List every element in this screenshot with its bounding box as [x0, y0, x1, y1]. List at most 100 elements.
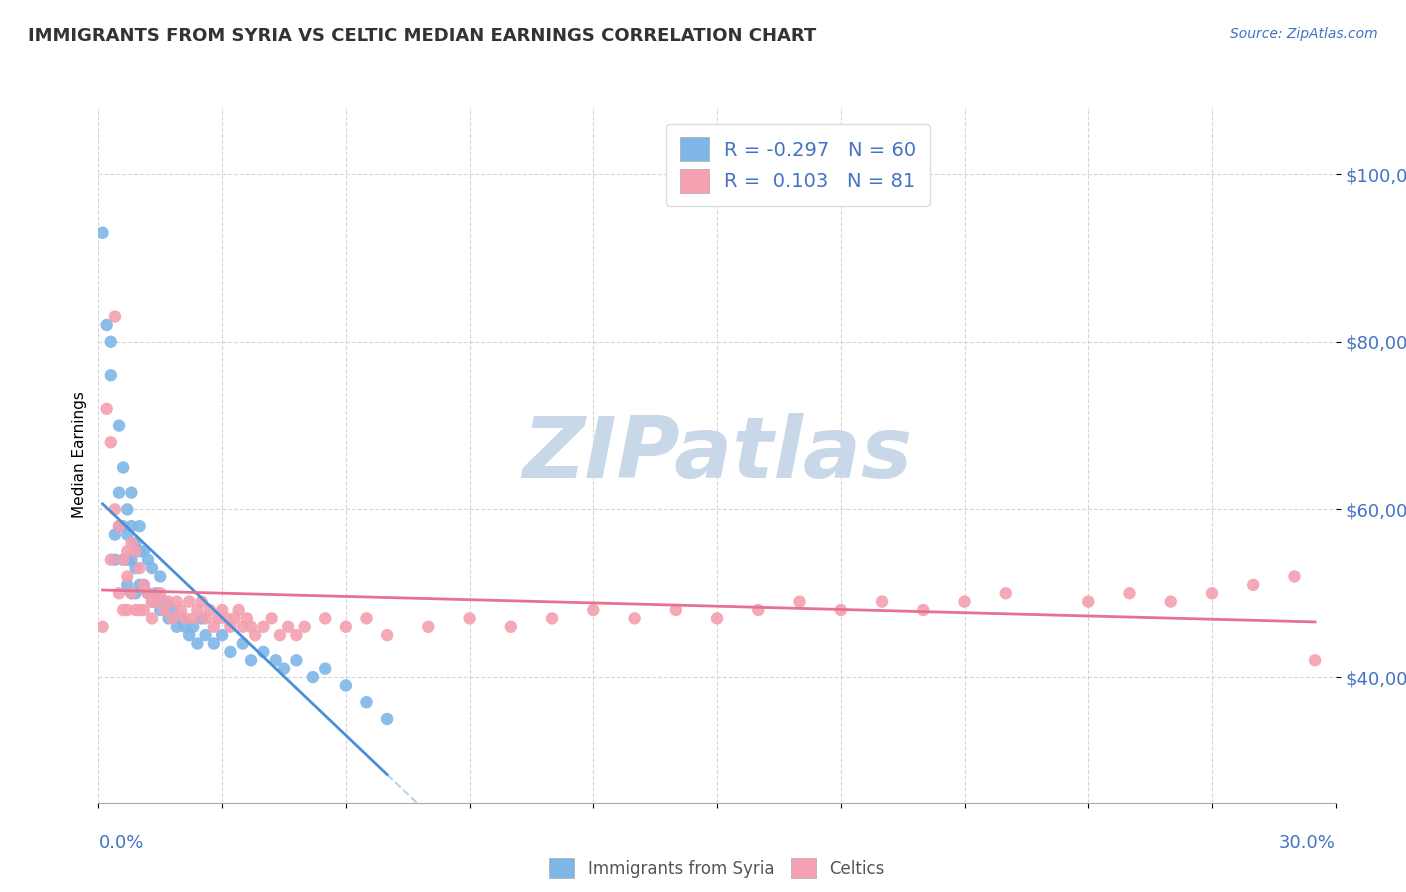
Point: [302, 670, 325, 684]
Point: [112, 552, 135, 566]
Point: [228, 603, 250, 617]
Point: [240, 620, 263, 634]
Point: [91, 620, 114, 634]
Point: [1077, 594, 1099, 608]
Text: Source: ZipAtlas.com: Source: ZipAtlas.com: [1230, 27, 1378, 41]
Point: [108, 418, 131, 433]
Point: [232, 620, 254, 634]
Point: [190, 611, 212, 625]
Point: [136, 552, 159, 566]
Legend: Immigrants from Syria, Celtics: Immigrants from Syria, Celtics: [543, 851, 891, 885]
Point: [162, 611, 184, 625]
Point: [117, 502, 139, 516]
Point: [124, 586, 146, 600]
Point: [104, 527, 127, 541]
Point: [91, 226, 114, 240]
Point: [541, 611, 564, 625]
Point: [277, 620, 299, 634]
Point: [582, 603, 605, 617]
Y-axis label: Median Earnings: Median Earnings: [72, 392, 87, 518]
Point: [141, 561, 163, 575]
Point: [120, 485, 142, 500]
Point: [215, 611, 238, 625]
Point: [149, 586, 172, 600]
Point: [117, 578, 139, 592]
Point: [120, 519, 142, 533]
Point: [236, 611, 259, 625]
Point: [314, 611, 336, 625]
Point: [117, 527, 139, 541]
Point: [166, 594, 188, 608]
Point: [789, 594, 811, 608]
Point: [96, 401, 118, 416]
Point: [132, 544, 155, 558]
Point: [100, 435, 122, 450]
Point: [953, 594, 976, 608]
Point: [141, 611, 163, 625]
Point: [356, 611, 378, 625]
Point: [117, 603, 139, 617]
Point: [240, 653, 263, 667]
Point: [211, 603, 233, 617]
Point: [124, 544, 146, 558]
Point: [260, 611, 283, 625]
Point: [112, 552, 135, 566]
Point: [104, 310, 127, 324]
Point: [994, 586, 1017, 600]
Point: [375, 628, 398, 642]
Point: [458, 611, 481, 625]
Point: [747, 603, 769, 617]
Point: [202, 636, 225, 650]
Point: [335, 678, 357, 692]
Point: [623, 611, 645, 625]
Point: [243, 628, 266, 642]
Point: [252, 620, 274, 634]
Point: [104, 552, 127, 566]
Point: [141, 594, 163, 608]
Point: [170, 603, 193, 617]
Point: [194, 628, 217, 642]
Point: [108, 519, 131, 533]
Point: [117, 544, 139, 558]
Point: [124, 603, 146, 617]
Point: [252, 645, 274, 659]
Point: [112, 460, 135, 475]
Point: [153, 603, 176, 617]
Point: [141, 594, 163, 608]
Point: [112, 519, 135, 533]
Point: [335, 620, 357, 634]
Point: [120, 536, 142, 550]
Point: [375, 712, 398, 726]
Point: [132, 578, 155, 592]
Point: [108, 519, 131, 533]
Point: [136, 586, 159, 600]
Point: [120, 586, 142, 600]
Point: [273, 662, 295, 676]
Point: [830, 603, 852, 617]
Point: [232, 636, 254, 650]
Point: [124, 561, 146, 575]
Point: [285, 628, 308, 642]
Point: [124, 536, 146, 550]
Text: ZIPatlas: ZIPatlas: [522, 413, 912, 497]
Point: [202, 620, 225, 634]
Point: [145, 594, 167, 608]
Point: [128, 561, 150, 575]
Point: [181, 620, 204, 634]
Point: [117, 569, 139, 583]
Point: [179, 628, 201, 642]
Point: [149, 569, 172, 583]
Point: [269, 628, 291, 642]
Point: [174, 620, 197, 634]
Point: [136, 586, 159, 600]
Point: [912, 603, 935, 617]
Point: [132, 603, 155, 617]
Point: [190, 594, 212, 608]
Point: [706, 611, 728, 625]
Point: [264, 653, 287, 667]
Point: [181, 611, 204, 625]
Point: [170, 611, 193, 625]
Point: [128, 578, 150, 592]
Point: [418, 620, 440, 634]
Point: [198, 603, 221, 617]
